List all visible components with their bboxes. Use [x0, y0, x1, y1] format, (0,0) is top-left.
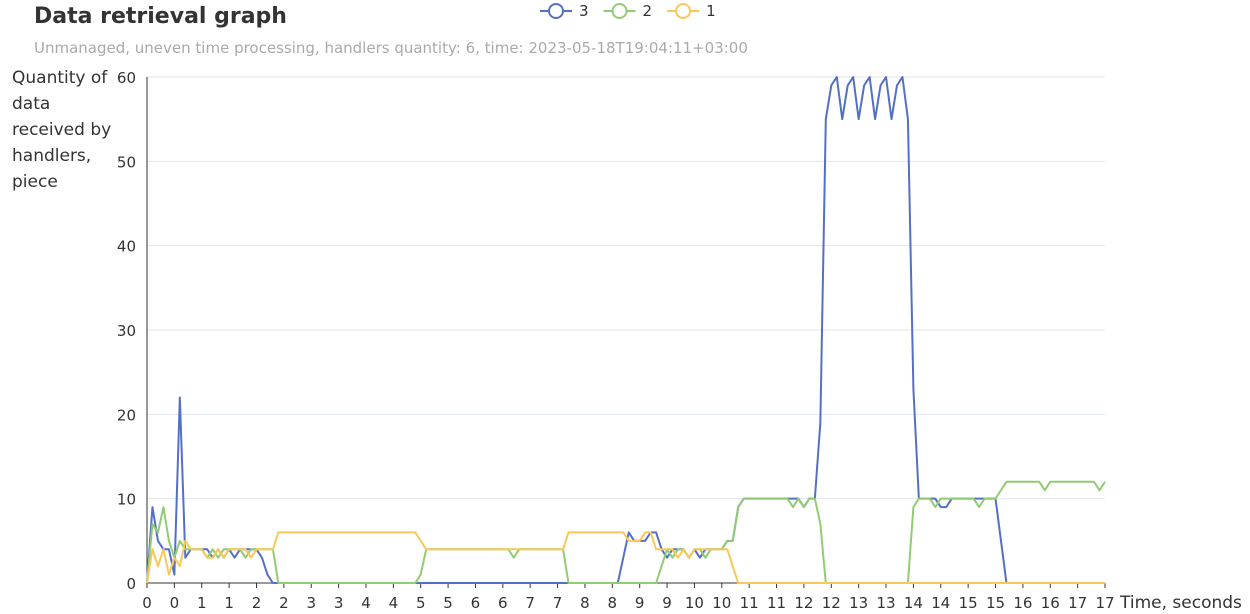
x-tick-label: 12 — [822, 594, 841, 612]
x-tick-label: 1 — [224, 594, 234, 612]
x-tick-label: 0 — [170, 594, 180, 612]
y-tick-label: 30 — [117, 322, 136, 340]
y-axis-title: Quantity of data received by handlers, p… — [12, 68, 112, 192]
legend-label: 3 — [579, 2, 589, 20]
x-tick-label: 9 — [635, 594, 645, 612]
x-tick-label: 15 — [986, 594, 1005, 612]
x-tick-label: 17 — [1095, 594, 1114, 612]
legend-icon — [675, 3, 692, 19]
x-axis-title: Time, seconds — [1119, 593, 1242, 613]
y-tick-label: 50 — [117, 153, 136, 171]
chart-title: Data retrieval graph — [34, 4, 287, 29]
y-tick-label: 20 — [117, 406, 136, 424]
x-tick-label: 6 — [498, 594, 508, 612]
x-tick-label: 2 — [279, 594, 289, 612]
x-tick-label: 5 — [443, 594, 453, 612]
x-tick-label: 4 — [361, 594, 371, 612]
y-tick-label: 10 — [117, 491, 136, 509]
x-tick-label: 5 — [416, 594, 426, 612]
legend-icon — [548, 3, 564, 19]
x-tick-label: 16 — [1041, 594, 1060, 612]
y-tick-label: 60 — [117, 69, 136, 87]
x-tick-label: 9 — [662, 594, 672, 612]
x-tick-label: 7 — [525, 594, 535, 612]
x-tick-label: 14 — [931, 594, 950, 612]
x-tick-label: 8 — [608, 594, 618, 612]
series-line — [146, 531, 1105, 584]
x-tick-label: 4 — [389, 594, 399, 612]
x-tick-label: 15 — [959, 594, 978, 612]
x-tick-label: 12 — [794, 594, 813, 612]
legend-icon — [611, 3, 628, 19]
x-tick-label: 10 — [685, 594, 704, 612]
x-tick-label: 1 — [197, 594, 207, 612]
x-tick-label: 11 — [767, 594, 786, 612]
x-tick-label: 14 — [904, 594, 923, 612]
legend-label: 1 — [706, 2, 716, 20]
x-tick-label: 13 — [876, 594, 895, 612]
x-tick-label: 17 — [1068, 594, 1087, 612]
x-tick-label: 3 — [334, 594, 344, 612]
x-tick-label: 11 — [740, 594, 759, 612]
x-tick-label: 3 — [306, 594, 316, 612]
x-tick-label: 6 — [471, 594, 481, 612]
legend-label: 2 — [643, 2, 653, 20]
x-tick-label: 10 — [712, 594, 731, 612]
x-tick-label: 13 — [849, 594, 868, 612]
chart-subtitle: Unmanaged, uneven time processing, handl… — [34, 39, 748, 57]
x-tick-label: 16 — [1013, 594, 1032, 612]
series-line — [146, 480, 1106, 584]
y-tick-label: 0 — [126, 575, 136, 593]
y-tick-label: 40 — [117, 238, 136, 256]
x-tick-label: 7 — [553, 594, 563, 612]
x-tick-label: 8 — [580, 594, 590, 612]
x-tick-label: 0 — [142, 594, 152, 612]
x-tick-label: 2 — [252, 594, 262, 612]
